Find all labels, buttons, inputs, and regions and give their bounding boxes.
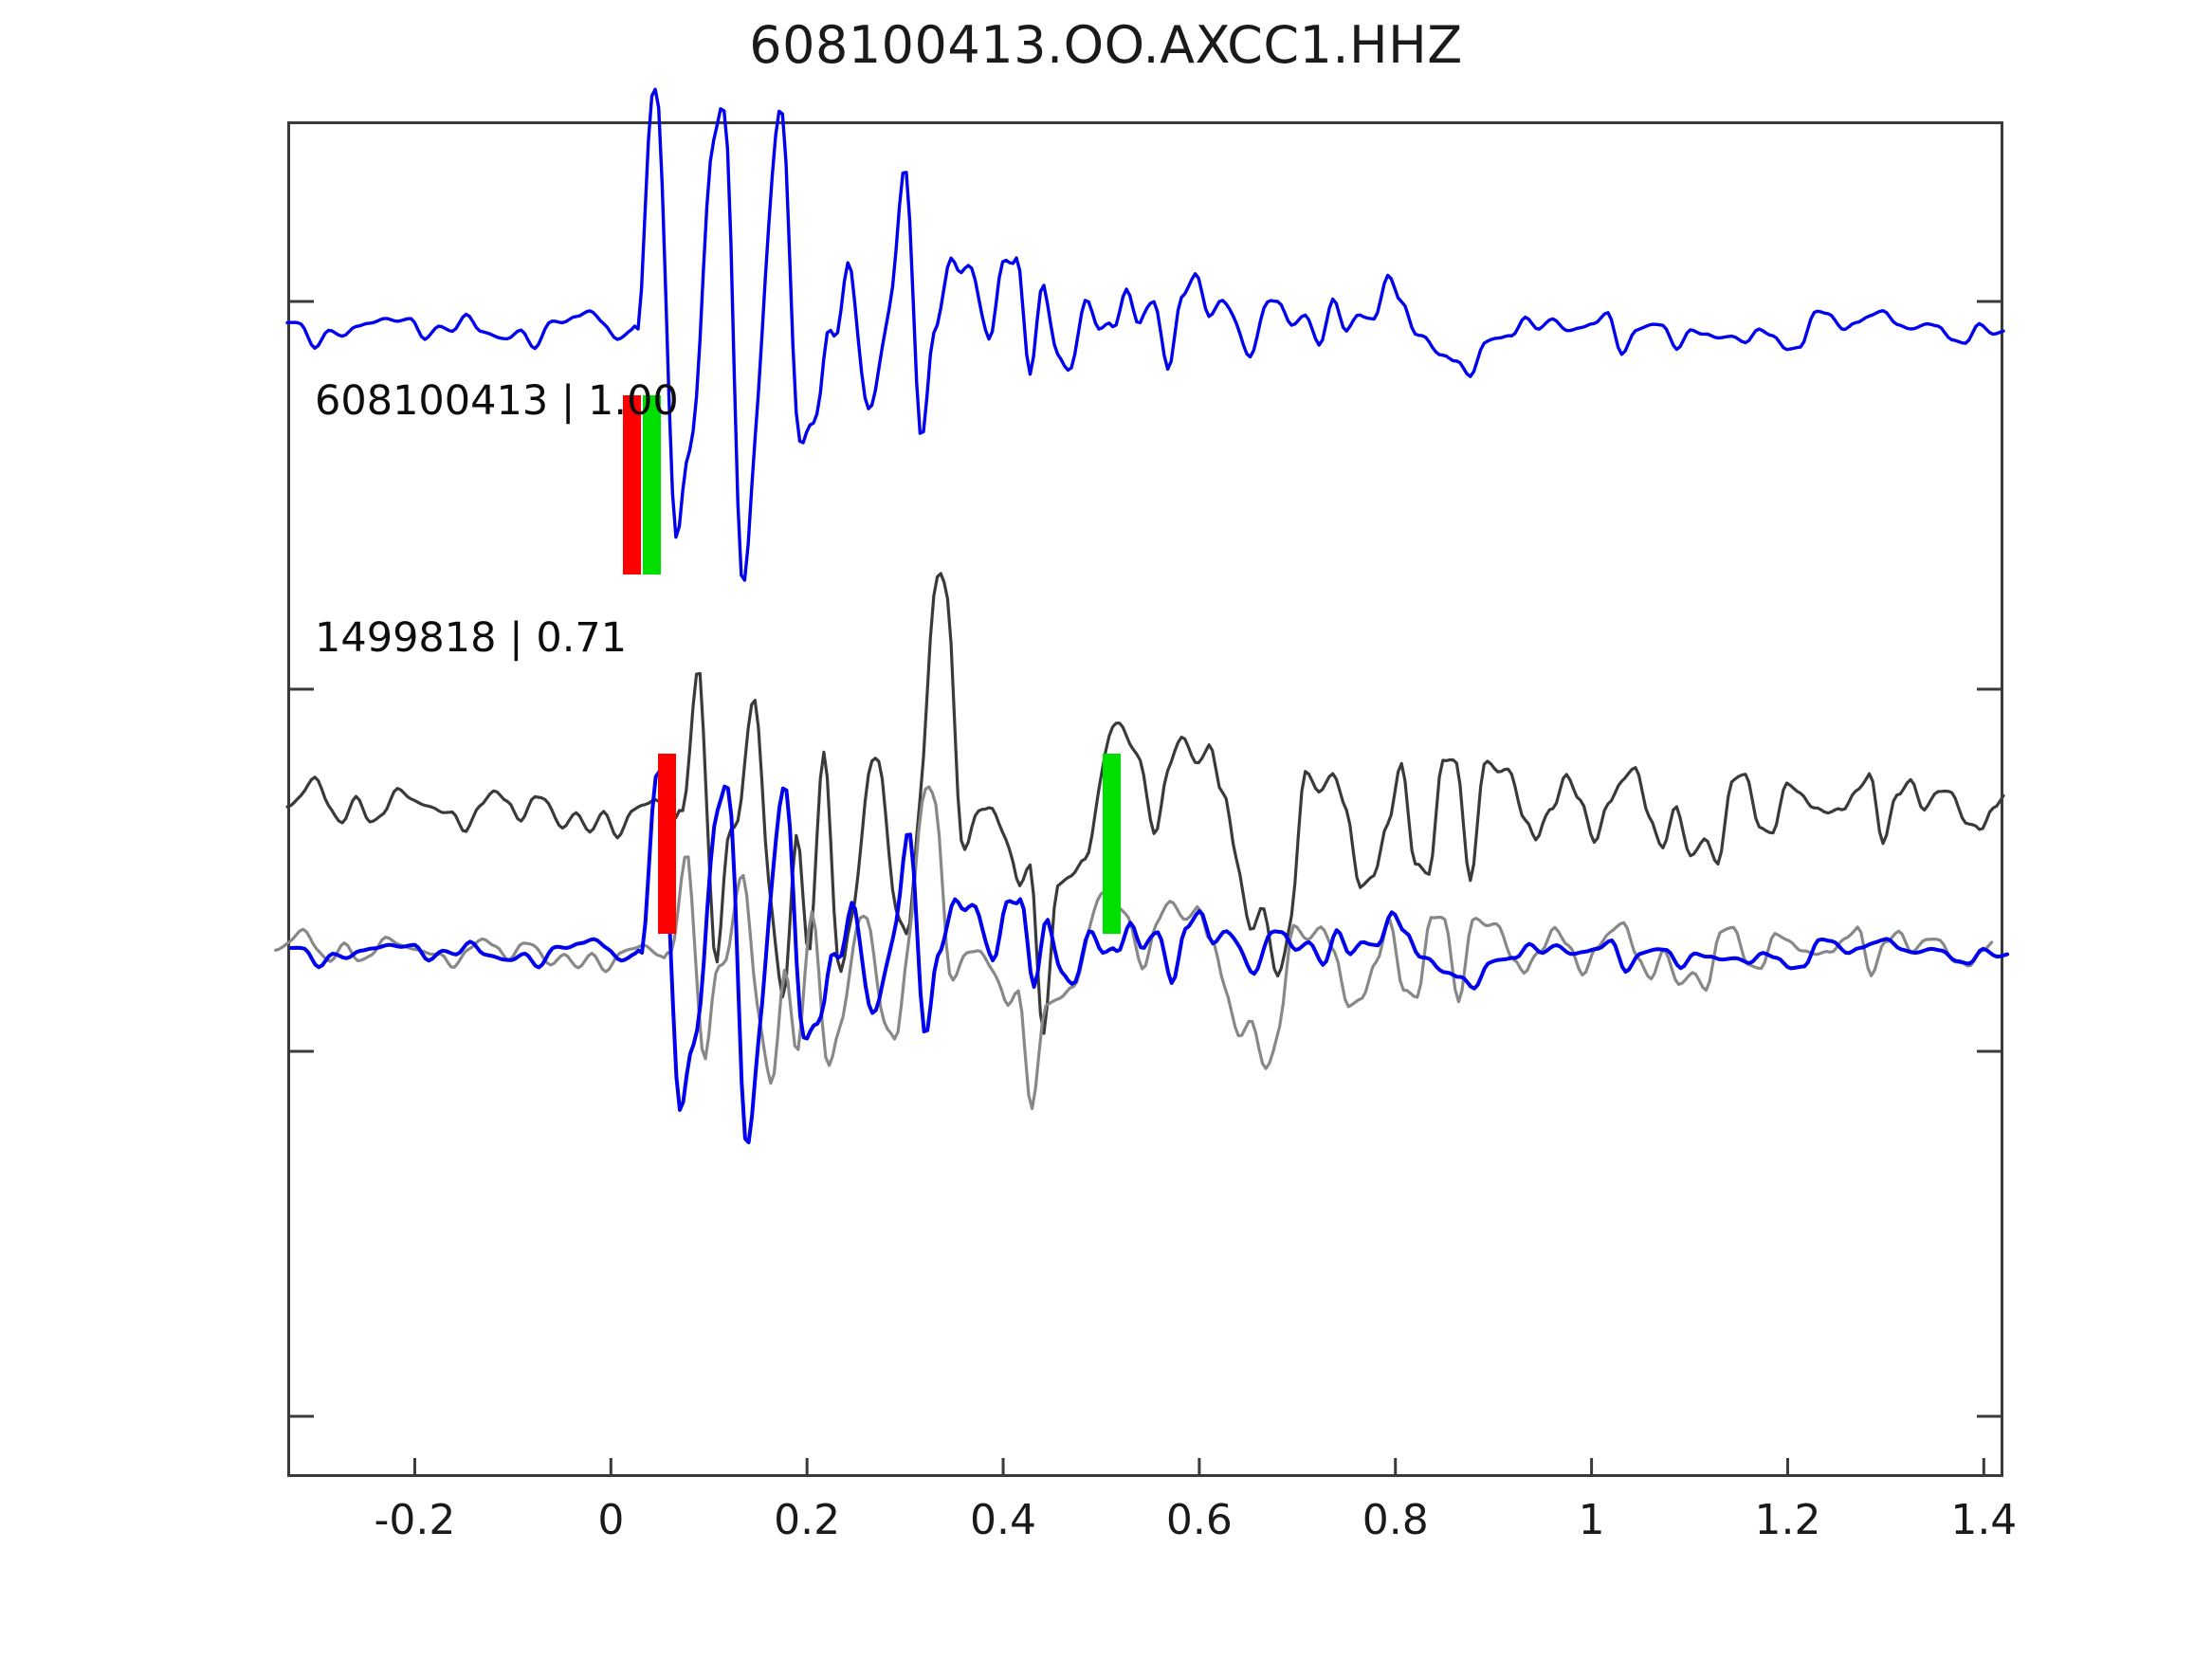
- trace-label-1499818: 1499818 | 0.71: [315, 614, 628, 662]
- chart-title: 608100413.OO.AXCC1.HHZ: [749, 15, 1463, 75]
- x-tick-label-6: 1: [1578, 1496, 1605, 1544]
- trace-label-608100413: 608100413 | 1.00: [315, 377, 679, 425]
- x-tick-label-5: 0.8: [1362, 1496, 1429, 1544]
- x-tick-label-8: 1.4: [1950, 1496, 2018, 1544]
- pick-marker-pick-green-trace0: [643, 395, 661, 574]
- x-tick-label-2: 0.2: [774, 1496, 841, 1544]
- pick-marker-pick-green-trace1: [1103, 754, 1121, 934]
- x-tick-label-7: 1.2: [1754, 1496, 1821, 1544]
- x-tick-label-3: 0.4: [970, 1496, 1037, 1544]
- x-tick-label-0: -0.2: [374, 1496, 456, 1544]
- x-tick-label-4: 0.6: [1165, 1496, 1233, 1544]
- pick-marker-pick-red-trace1: [658, 754, 676, 934]
- pick-marker-pick-red-trace0: [623, 395, 641, 574]
- x-tick-label-1: 0: [597, 1496, 625, 1544]
